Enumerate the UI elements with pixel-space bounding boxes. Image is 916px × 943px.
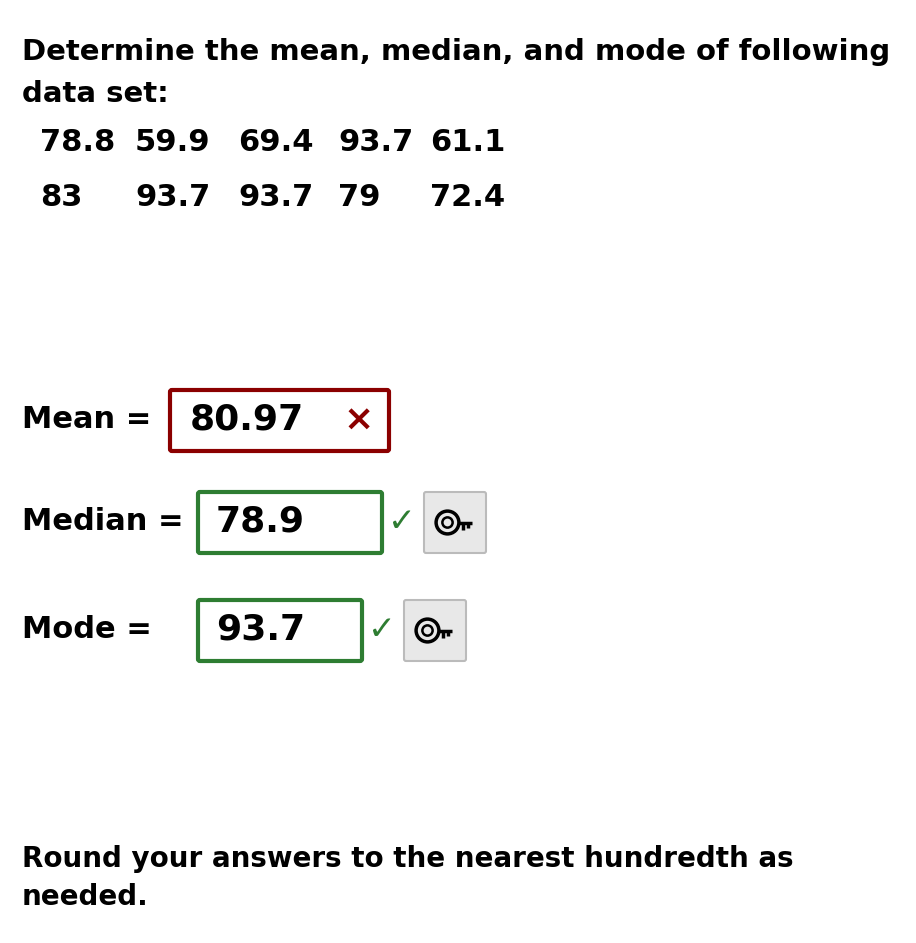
Text: Mode =: Mode = — [22, 616, 152, 644]
Text: needed.: needed. — [22, 883, 148, 911]
Text: 78.8: 78.8 — [40, 128, 115, 157]
Text: Round your answers to the nearest hundredth as: Round your answers to the nearest hundre… — [22, 845, 793, 873]
Text: 61.1: 61.1 — [430, 128, 506, 157]
Text: 69.4: 69.4 — [238, 128, 313, 157]
Text: data set:: data set: — [22, 80, 169, 108]
FancyBboxPatch shape — [170, 390, 389, 451]
FancyBboxPatch shape — [404, 600, 466, 661]
Text: 72.4: 72.4 — [430, 183, 505, 212]
FancyBboxPatch shape — [424, 492, 486, 553]
Text: ×: × — [344, 403, 374, 437]
Text: 59.9: 59.9 — [135, 128, 211, 157]
Text: ✓: ✓ — [368, 614, 396, 647]
Text: 79: 79 — [338, 183, 380, 212]
Text: 93.7: 93.7 — [216, 613, 305, 647]
Circle shape — [422, 625, 432, 636]
Text: 93.7: 93.7 — [238, 183, 313, 212]
FancyBboxPatch shape — [198, 492, 382, 553]
Text: 93.7: 93.7 — [135, 183, 211, 212]
Text: Median =: Median = — [22, 507, 183, 537]
Text: Mean =: Mean = — [22, 405, 151, 435]
Text: Determine the mean, median, and mode of following: Determine the mean, median, and mode of … — [22, 38, 890, 66]
Text: 93.7: 93.7 — [338, 128, 413, 157]
FancyBboxPatch shape — [198, 600, 362, 661]
Circle shape — [442, 518, 453, 528]
Text: ✓: ✓ — [388, 505, 416, 538]
Text: 83: 83 — [40, 183, 82, 212]
Text: 78.9: 78.9 — [216, 505, 305, 539]
Text: 80.97: 80.97 — [190, 403, 304, 437]
